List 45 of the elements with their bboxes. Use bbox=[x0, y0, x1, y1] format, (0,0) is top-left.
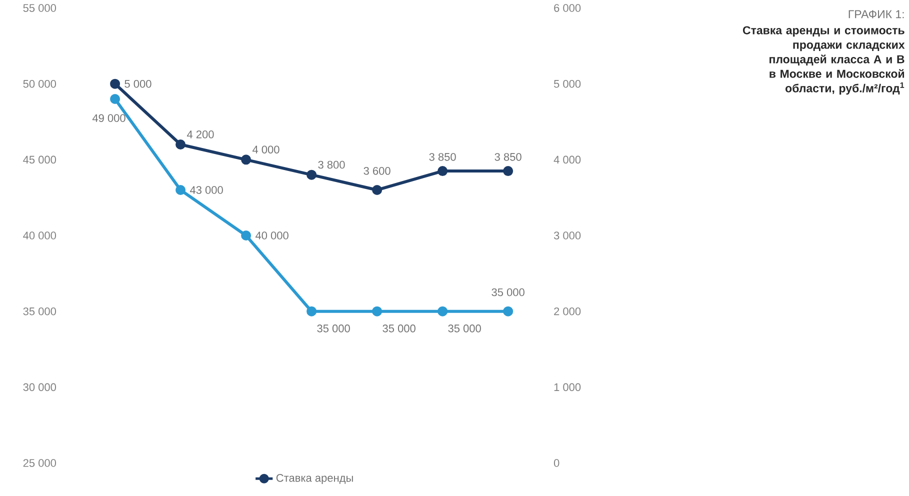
y2-tick-label: 1 000 bbox=[554, 383, 581, 392]
point bbox=[372, 306, 382, 316]
data-label: 35 000 bbox=[448, 324, 481, 332]
y2-tick-label: 5 000 bbox=[554, 80, 581, 88]
data-label: 43 000 bbox=[190, 186, 223, 194]
y2-tick-label: 2 000 bbox=[554, 307, 581, 316]
y2-tick-label: 0 bbox=[554, 459, 560, 467]
point bbox=[438, 166, 448, 176]
y2-tick-label: 4 000 bbox=[554, 156, 581, 164]
y-tick-label: 35 000 bbox=[23, 307, 56, 316]
point bbox=[176, 140, 186, 150]
point bbox=[241, 154, 252, 165]
data-label: 3 600 bbox=[364, 167, 390, 175]
y-tick-label: 50 000 bbox=[23, 80, 56, 88]
point bbox=[438, 306, 448, 316]
y2-tick-label: 6 000 bbox=[554, 4, 581, 12]
point bbox=[306, 170, 317, 180]
legend-label: Ставка аренды bbox=[276, 474, 353, 484]
data-label: 40 000 bbox=[256, 232, 288, 240]
text: Ставка аренды и стоимость продажи складских площадей класса А и В в Москве и Московской области, руб./м²/год$^{1}$ bbox=[742, 26, 905, 95]
data-label: 35 000 bbox=[317, 324, 350, 332]
data-label: 5 000 bbox=[124, 80, 152, 88]
data-label: 4 000 bbox=[252, 146, 280, 154]
y-tick-label: 55 000 bbox=[23, 4, 56, 12]
data-label: 35 000 bbox=[492, 288, 524, 296]
data-label: 3 850 bbox=[494, 153, 522, 161]
y-tick-label: 30 000 bbox=[23, 383, 56, 392]
point bbox=[110, 78, 120, 89]
data-label: 35 000 bbox=[382, 324, 416, 332]
point bbox=[503, 166, 514, 176]
data-label: 4 200 bbox=[186, 130, 214, 138]
point bbox=[176, 185, 186, 195]
data-label: 49 000 bbox=[92, 114, 126, 122]
point bbox=[503, 306, 514, 316]
point bbox=[306, 306, 317, 316]
point bbox=[110, 94, 120, 104]
data-label: 3 850 bbox=[429, 153, 456, 161]
y-tick-label: 45 000 bbox=[23, 156, 56, 164]
y2-tick-label: 3 000 bbox=[554, 232, 581, 240]
text: ГРАФИК 1: bbox=[848, 10, 904, 18]
y-tick-label: 25 000 bbox=[23, 459, 56, 467]
data-label: 3 800 bbox=[318, 160, 345, 169]
y-tick-label: 40 000 bbox=[23, 232, 56, 240]
point bbox=[241, 230, 252, 240]
point bbox=[372, 185, 382, 195]
